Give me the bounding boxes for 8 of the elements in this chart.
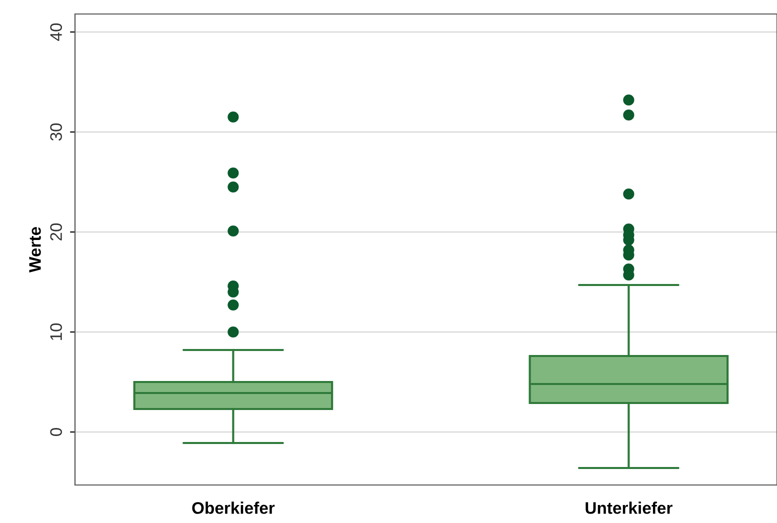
y-tick-label: 10 bbox=[50, 323, 62, 340]
y-axis-title: Werte bbox=[29, 227, 41, 272]
x-tick-label: Unterkiefer bbox=[586, 502, 672, 514]
y-tick-label: 40 bbox=[50, 23, 62, 41]
x-tick-label: Oberkiefer bbox=[192, 502, 275, 514]
y-tick-label: 30 bbox=[50, 123, 62, 141]
y-tick-label: 0 bbox=[50, 428, 62, 436]
y-tick-label: 20 bbox=[50, 223, 62, 240]
